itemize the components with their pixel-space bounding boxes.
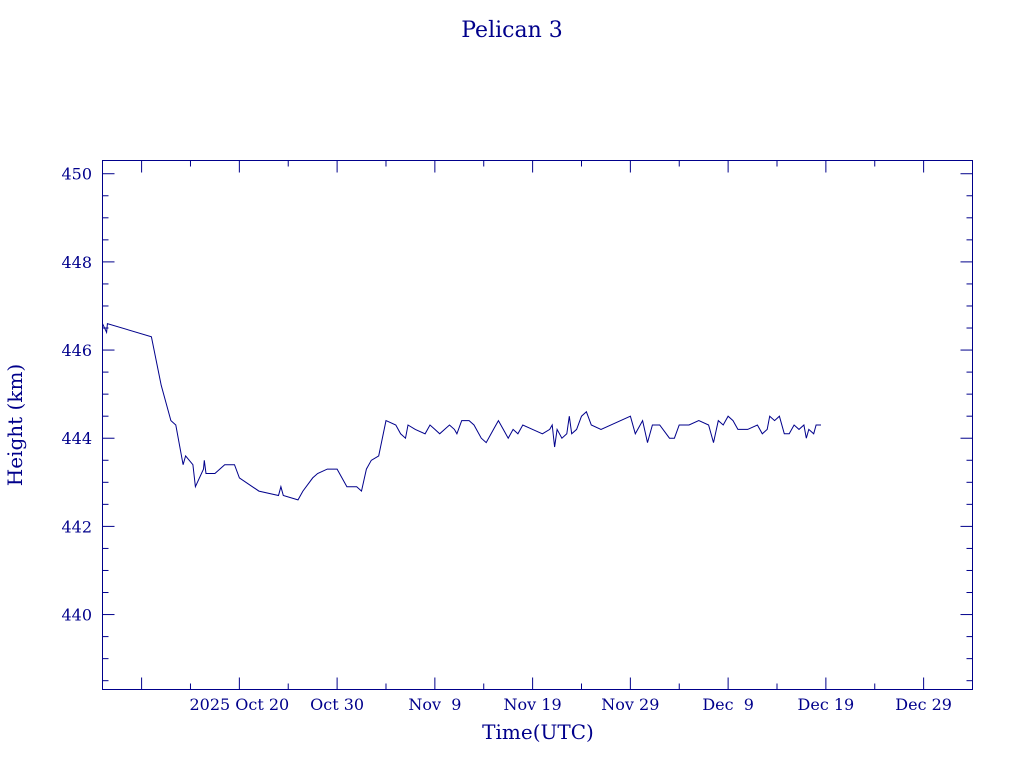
x-axis-label: Time(UTC)	[482, 720, 594, 744]
x-axis: 2025 Oct 20 Oct 30 Nov 9 Nov 19 Nov 29 Dec 9 D…	[141, 160, 973, 714]
x-tick-label: Nov 9	[408, 695, 461, 714]
y-axis: 440 442 444 446 448 450	[61, 165, 973, 682]
x-tick-label: Dec 19	[798, 695, 855, 714]
x-tick-label: Oct 30	[310, 695, 364, 714]
y-tick-label: 442	[61, 517, 92, 536]
y-tick-label: 446	[61, 341, 92, 360]
x-tick-label: Nov 19	[504, 695, 562, 714]
y-tick-label: 440	[61, 606, 92, 625]
x-tick-label: Dec 29	[895, 695, 952, 714]
x-tick-label: 2025 Oct 20	[189, 695, 289, 714]
series-layer	[102, 322, 821, 501]
plot-frame	[102, 160, 973, 690]
y-tick-label: 450	[61, 165, 92, 184]
x-tick-label: Nov 29	[601, 695, 659, 714]
y-tick-label: 444	[61, 429, 92, 448]
y-tick-label: 448	[61, 253, 92, 272]
y-axis-label: Height (km)	[3, 364, 27, 486]
chart-title: Pelican 3	[461, 18, 563, 43]
x-tick-label: Dec 9	[702, 695, 754, 714]
series-line	[102, 322, 821, 501]
